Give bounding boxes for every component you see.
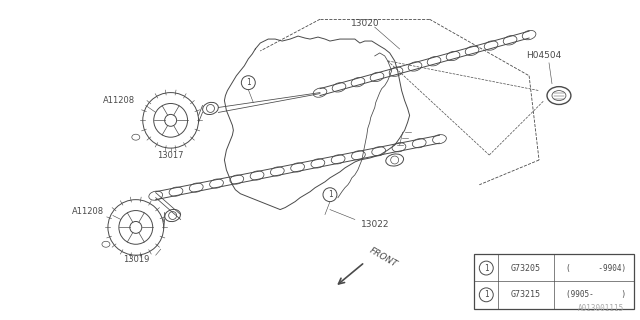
Text: 13020: 13020 — [351, 19, 379, 28]
Text: 1: 1 — [246, 78, 251, 87]
Text: A013001115: A013001115 — [577, 304, 623, 313]
Text: 1: 1 — [328, 190, 332, 199]
Text: H04504: H04504 — [526, 52, 562, 60]
Text: A11208: A11208 — [72, 207, 104, 216]
Text: FRONT: FRONT — [368, 245, 399, 269]
Text: 1: 1 — [484, 264, 488, 273]
Text: G73215: G73215 — [511, 290, 541, 299]
Text: 1: 1 — [484, 290, 488, 299]
Text: G73205: G73205 — [511, 264, 541, 273]
Text: 13017: 13017 — [157, 150, 184, 160]
Text: 13022: 13022 — [360, 220, 389, 229]
Text: (9905-      ): (9905- ) — [566, 290, 626, 299]
Bar — [474, 254, 634, 309]
Text: A11208: A11208 — [103, 96, 135, 105]
Text: (      -9904): ( -9904) — [566, 264, 626, 273]
Text: 13019: 13019 — [123, 255, 149, 264]
